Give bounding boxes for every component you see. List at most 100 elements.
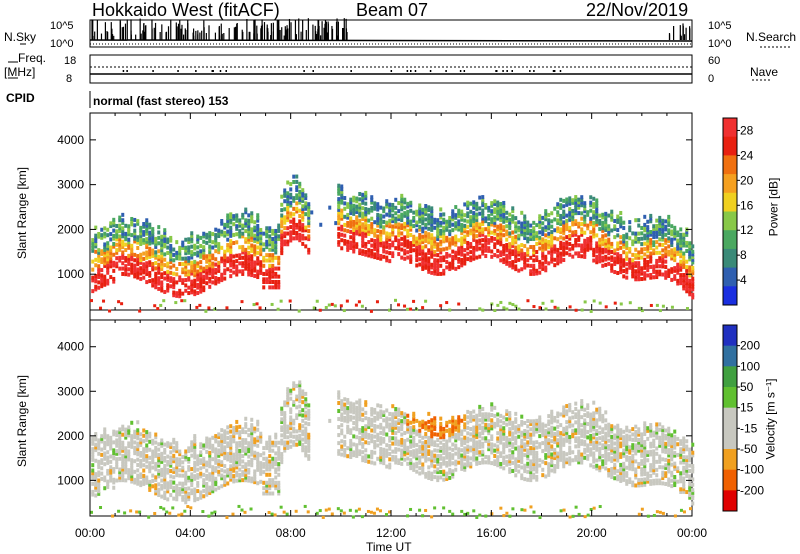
velocity-cell: [427, 476, 431, 481]
power-cell: [220, 275, 224, 280]
power-cell: [454, 221, 458, 226]
velocity-cell: [271, 464, 275, 469]
power-ground-cell: [339, 304, 343, 308]
velocity-cell: [268, 446, 272, 451]
power-cell: [583, 214, 587, 219]
power-cell: [550, 235, 554, 240]
power-cell: [265, 269, 269, 274]
power-cell: [565, 227, 569, 232]
velocity-cell: [400, 461, 404, 466]
power-cell: [268, 280, 272, 285]
velocity-cell: [163, 496, 167, 501]
velocity-cell: [211, 470, 215, 475]
velocity-cell: [133, 432, 137, 437]
power-cell: [304, 204, 308, 209]
velocity-cell: [364, 410, 368, 415]
velocity-cell: [439, 446, 443, 451]
velocity-cell: [424, 455, 428, 460]
power-cell: [559, 235, 563, 240]
power-cell: [457, 238, 461, 243]
velocity-cell: [202, 456, 206, 461]
velocity-cell: [145, 480, 149, 485]
velocity-cell: [298, 404, 302, 409]
power-cell: [580, 232, 584, 237]
power-cell: [484, 254, 488, 259]
velocity-cell: [256, 435, 260, 440]
velocity-cell: [121, 424, 125, 429]
velocity-cell: [421, 462, 425, 467]
power-cell: [250, 254, 254, 259]
velocity-cell: [487, 425, 491, 430]
velocity-cell: [97, 443, 101, 448]
colorbar-tick-label: 28: [740, 123, 754, 137]
velocity-cell: [433, 424, 437, 429]
power-cell: [643, 214, 647, 219]
velocity-cell: [220, 449, 224, 454]
velocity-cell: [169, 482, 173, 487]
power-cell: [259, 270, 263, 275]
power-cell: [451, 214, 455, 219]
power-cell: [364, 212, 368, 217]
velocity-cell: [133, 440, 137, 445]
power-ground-cell: [655, 303, 659, 307]
velocity-cell: [139, 475, 143, 480]
power-cell: [103, 263, 107, 268]
velocity-cell: [181, 489, 185, 494]
velocity-cell: [304, 426, 308, 431]
power-cell: [415, 255, 419, 260]
power-cell: [517, 228, 521, 233]
velocity-cell: [211, 465, 215, 470]
power-cell: [580, 195, 584, 200]
power-cell: [472, 203, 476, 208]
power-cell: [568, 201, 572, 206]
power-cell: [256, 256, 260, 261]
velocity-cell: [97, 478, 101, 483]
power-cell: [133, 268, 137, 273]
velocity-cell: [169, 469, 173, 474]
power-cell: [355, 215, 359, 220]
power-cell: [223, 222, 227, 227]
power-cell: [271, 258, 275, 263]
power-cell: [418, 219, 422, 224]
velocity-cell: [178, 460, 182, 465]
velocity-cell: [292, 429, 296, 434]
velocity-cell: [298, 380, 302, 385]
power-cell: [523, 233, 527, 238]
power-cell: [121, 212, 125, 217]
power-cell: [532, 253, 536, 258]
power-cell: [559, 256, 563, 261]
velocity-cell: [91, 449, 95, 454]
power-cell: [442, 239, 446, 244]
power-cell: [202, 285, 206, 290]
velocity-cell: [211, 489, 215, 494]
power-cell: [100, 257, 104, 262]
power-cell: [481, 248, 485, 253]
velocity-cell: [286, 429, 290, 434]
power-cell: [478, 230, 482, 235]
power-ground-cell: [258, 306, 262, 310]
velocity-cell: [346, 398, 350, 403]
velocity-cell: [499, 437, 503, 442]
velocity-cell: [169, 461, 173, 466]
power-cell: [139, 241, 143, 246]
velocity-cell: [388, 411, 392, 416]
power-cell: [400, 223, 404, 228]
power-cell: [502, 211, 506, 216]
power-cell: [688, 292, 692, 297]
power-cell: [667, 271, 671, 276]
power-cell: [463, 223, 467, 228]
power-cell: [679, 232, 683, 237]
power-cell: [475, 255, 479, 260]
power-cell: [205, 254, 209, 259]
velocity-cell: [412, 414, 416, 419]
velocity-cell: [340, 404, 344, 409]
velocity-cell: [463, 449, 467, 454]
power-cell: [181, 267, 185, 272]
power-cell: [553, 206, 557, 211]
velocity-cell: [343, 442, 347, 447]
power-cell: [442, 220, 446, 225]
velocity-cell: [301, 445, 305, 450]
power-cell: [643, 241, 647, 246]
velocity-cell: [298, 428, 302, 433]
